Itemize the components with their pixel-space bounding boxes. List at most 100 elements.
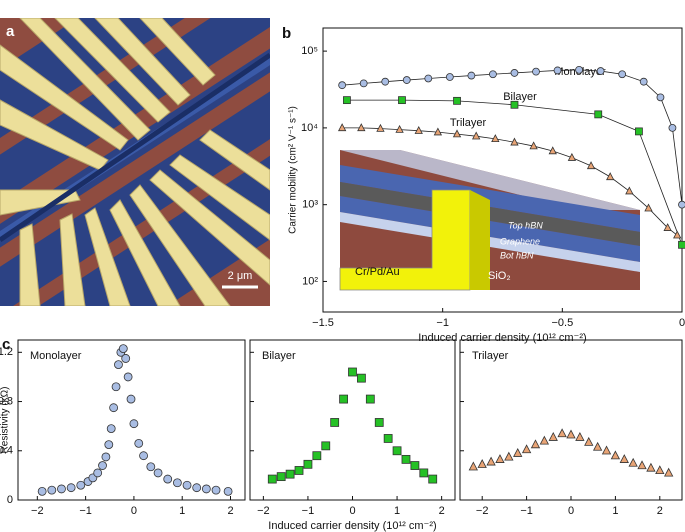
marker	[584, 436, 594, 446]
y-tick-label: 0.4	[0, 445, 13, 457]
inset-label: Graphene	[500, 236, 540, 246]
marker	[76, 480, 86, 490]
x-tick-label: 0	[568, 505, 574, 517]
marker	[57, 484, 66, 494]
marker	[433, 127, 443, 136]
marker	[392, 446, 402, 456]
marker	[592, 441, 603, 451]
marker	[646, 462, 656, 472]
marker	[596, 67, 605, 75]
marker	[668, 123, 677, 132]
marker	[374, 418, 384, 427]
panel-label: b	[282, 25, 291, 42]
inset-label: Top hBN	[508, 220, 543, 230]
marker	[153, 468, 163, 478]
marker	[510, 100, 519, 109]
marker	[338, 81, 347, 90]
marker	[637, 460, 647, 470]
marker	[111, 382, 121, 392]
marker	[182, 480, 192, 490]
marker	[532, 67, 540, 76]
marker	[606, 172, 615, 181]
micrograph: 2 μm	[0, 18, 270, 306]
x-tick-label: −1.5	[312, 317, 334, 329]
marker	[357, 123, 366, 132]
x-tick-label: −2	[31, 505, 44, 517]
series-label: Bilayer	[503, 91, 537, 103]
y-tick-label: 10²	[302, 275, 318, 287]
marker	[610, 450, 621, 460]
marker	[566, 429, 576, 439]
marker	[656, 93, 665, 102]
marker	[104, 440, 114, 450]
marker	[548, 146, 557, 155]
marker	[146, 462, 156, 472]
marker	[495, 454, 505, 463]
marker	[211, 485, 221, 495]
marker	[663, 223, 672, 231]
x-axis-label: Induced carrier density (10¹² cm⁻²)	[418, 332, 586, 344]
marker	[402, 76, 411, 84]
x-tick-label: 0	[131, 505, 137, 517]
panel-label: c	[2, 336, 10, 353]
inset-label: SiO₂	[488, 270, 511, 282]
y-axis-label: Resistivity (kΩ)	[0, 387, 11, 454]
y-tick-label: 10⁵	[301, 45, 318, 57]
inset-schematic: Top hBN Graphene Bot hBN Cr/Pd/Au SiO₂	[339, 150, 640, 291]
marker	[586, 161, 596, 170]
marker	[575, 65, 583, 74]
marker	[66, 483, 76, 493]
y-tick-label: 0.8	[0, 395, 13, 407]
marker	[510, 69, 519, 77]
panel-label: a	[6, 23, 15, 40]
marker	[445, 73, 454, 81]
marker	[486, 456, 496, 466]
marker	[123, 372, 133, 382]
marker	[303, 459, 313, 469]
x-tick-label: −2	[257, 505, 270, 517]
subplot-title: Monolayer	[30, 350, 82, 362]
plot-frame	[459, 339, 683, 501]
marker	[121, 354, 131, 363]
marker	[321, 441, 331, 451]
marker	[285, 469, 295, 479]
marker	[410, 461, 420, 470]
marker	[510, 137, 519, 146]
marker	[664, 467, 674, 477]
marker	[357, 373, 366, 383]
x-tick-label: 0	[349, 505, 355, 517]
marker	[619, 454, 629, 463]
marker	[575, 431, 585, 441]
marker	[294, 466, 304, 475]
x-tick-label: 1	[612, 505, 618, 517]
marker	[337, 123, 347, 132]
marker	[553, 66, 562, 75]
marker	[639, 77, 648, 86]
y-tick-label: 1.2	[0, 346, 13, 358]
marker	[139, 451, 148, 461]
x-tick-label: 2	[439, 505, 445, 517]
marker	[424, 74, 433, 83]
marker	[594, 110, 603, 119]
marker	[601, 445, 612, 455]
y-tick-label: 0	[7, 494, 13, 506]
x-tick-label: −1	[436, 317, 449, 329]
marker	[428, 474, 438, 484]
x-tick-label: 1	[179, 505, 185, 517]
marker	[635, 127, 643, 136]
marker	[163, 474, 173, 484]
marker	[678, 240, 685, 249]
marker	[673, 230, 682, 239]
marker	[477, 459, 487, 468]
marker	[504, 451, 514, 461]
marker	[118, 344, 128, 354]
marker	[628, 457, 638, 467]
x-tick-label: −1	[79, 505, 92, 517]
marker	[567, 152, 577, 161]
subplot-title: Trilayer	[472, 350, 509, 362]
marker	[468, 461, 478, 471]
x-tick-label: −0.5	[551, 317, 573, 329]
y-axis-label: Carrier mobility (cm² V⁻¹ s⁻¹)	[288, 106, 299, 234]
inset-label: Cr/Pd/Au	[355, 266, 400, 278]
marker	[101, 452, 111, 462]
